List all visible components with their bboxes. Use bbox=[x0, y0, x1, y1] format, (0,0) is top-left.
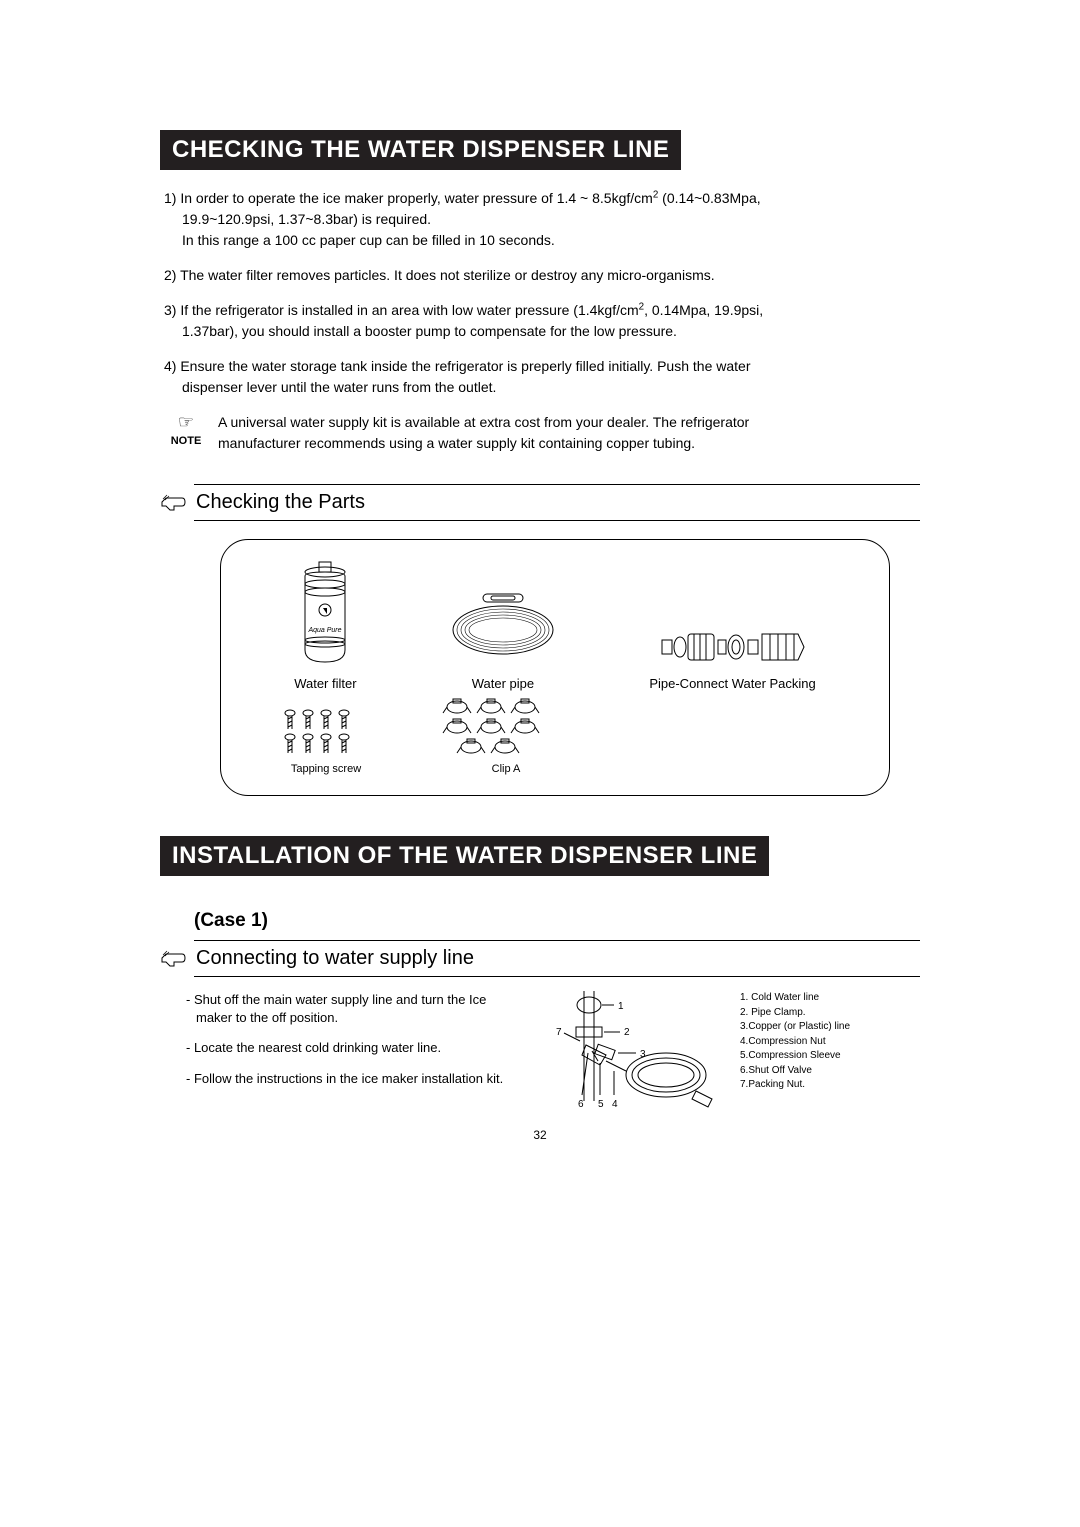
rule-bottom bbox=[194, 520, 920, 521]
dlabel-1: 1 bbox=[618, 1001, 624, 1012]
legend-4: 4.Compression Nut bbox=[740, 1035, 920, 1050]
label-water-pipe: Water pipe bbox=[472, 676, 534, 691]
p3-l1b: , 0.14Mpa, 19.9psi, bbox=[644, 302, 763, 318]
p2-num: 2) bbox=[164, 267, 176, 283]
part-tapping-screw: Tapping screw bbox=[281, 707, 371, 775]
water-pipe-icon bbox=[443, 590, 563, 670]
p4-num: 4) bbox=[164, 358, 176, 374]
p2-l1: The water filter removes particles. It d… bbox=[180, 267, 715, 283]
parts-row-2: Tapping screw Clip A bbox=[251, 697, 859, 775]
legend-6: 6.Shut Off Valve bbox=[740, 1064, 920, 1079]
label-tapping-screw: Tapping screw bbox=[291, 763, 361, 775]
subsection-title-row: Checking the Parts bbox=[160, 491, 920, 514]
bullet-3: - Follow the instructions in the ice mak… bbox=[180, 1070, 522, 1088]
rule-top-2 bbox=[194, 940, 920, 941]
dlabel-3: 3 bbox=[640, 1049, 646, 1060]
p1-l1: In order to operate the ice maker proper… bbox=[180, 190, 652, 206]
note-box: ☞ NOTE A universal water supply kit is a… bbox=[160, 412, 920, 454]
dlabel-7: 7 bbox=[556, 1027, 562, 1038]
p1-l3: In this range a 100 cc paper cup can be … bbox=[164, 230, 920, 251]
p3-num: 3) bbox=[164, 302, 176, 318]
label-clip-a: Clip A bbox=[492, 763, 521, 775]
paragraph-4: 4) Ensure the water storage tank inside … bbox=[160, 356, 920, 398]
p3-l2: 1.37bar), you should install a booster p… bbox=[164, 321, 920, 342]
clip-a-icon bbox=[441, 697, 571, 757]
label-water-filter: Water filter bbox=[294, 676, 356, 691]
dlabel-5: 5 bbox=[598, 1099, 604, 1110]
note-line1: A universal water supply kit is availabl… bbox=[218, 412, 749, 433]
part-packing: Pipe-Connect Water Packing bbox=[649, 624, 815, 691]
note-text: A universal water supply kit is availabl… bbox=[218, 412, 749, 454]
part-water-pipe: Water pipe bbox=[443, 590, 563, 691]
note-line2: manufacturer recommends using a water su… bbox=[218, 433, 749, 454]
dlabel-4: 4 bbox=[612, 1099, 618, 1110]
p4-l1: Ensure the water storage tank inside the… bbox=[180, 358, 750, 374]
case-columns: - Shut off the main water supply line an… bbox=[160, 991, 920, 1116]
dlabel-6: 6 bbox=[578, 1099, 584, 1110]
case-legend: 1. Cold Water line 2. Pipe Clamp. 3.Copp… bbox=[740, 991, 920, 1116]
dlabel-2: 2 bbox=[624, 1027, 630, 1038]
subsection-title-2: Connecting to water supply line bbox=[196, 947, 474, 970]
paragraph-1: 1) In order to operate the ice maker pro… bbox=[160, 188, 920, 251]
paragraph-3: 3) If the refrigerator is installed in a… bbox=[160, 300, 920, 342]
subsection-checking-parts: Checking the Parts bbox=[160, 484, 920, 521]
bullet-1: - Shut off the main water supply line an… bbox=[180, 991, 522, 1027]
connection-diagram-icon: 1 2 3 4 5 6 7 bbox=[536, 991, 726, 1111]
subsection-connecting: Connecting to water supply line bbox=[160, 940, 920, 977]
pointing-hand-icon bbox=[160, 948, 186, 970]
part-clip-a: Clip A bbox=[441, 697, 571, 775]
legend-3: 3.Copper (or Plastic) line bbox=[740, 1020, 920, 1035]
p4-l2: dispenser lever until the water runs fro… bbox=[164, 377, 920, 398]
p1-l1b: (0.14~0.83Mpa, bbox=[658, 190, 760, 206]
parts-diagram: Aqua Pure Water filter Water pipe bbox=[220, 539, 890, 796]
page-number: 32 bbox=[160, 1128, 920, 1142]
p1-num: 1) bbox=[164, 190, 176, 206]
water-filter-icon: Aqua Pure bbox=[295, 560, 355, 670]
paragraph-2: 2) The water filter removes particles. I… bbox=[160, 265, 920, 286]
legend-7: 7.Packing Nut. bbox=[740, 1078, 920, 1093]
legend-5: 5.Compression Sleeve bbox=[740, 1049, 920, 1064]
case-left-col: - Shut off the main water supply line an… bbox=[180, 991, 522, 1116]
case-heading: (Case 1) bbox=[194, 910, 920, 932]
p3-l1: If the refrigerator is installed in an a… bbox=[180, 302, 638, 318]
pointing-hand-icon bbox=[160, 492, 186, 514]
parts-row-1: Aqua Pure Water filter Water pipe bbox=[251, 560, 859, 691]
subsection-title-row-2: Connecting to water supply line bbox=[160, 947, 920, 970]
label-packing: Pipe-Connect Water Packing bbox=[649, 676, 815, 691]
tapping-screw-icon bbox=[281, 707, 371, 757]
rule-top bbox=[194, 484, 920, 485]
svg-text:Aqua Pure: Aqua Pure bbox=[308, 627, 342, 634]
pipe-connect-packing-icon bbox=[658, 624, 808, 670]
section-header-checking: CHECKING THE WATER DISPENSER LINE bbox=[160, 130, 681, 170]
note-label: NOTE bbox=[171, 435, 202, 447]
section-header-installation: INSTALLATION OF THE WATER DISPENSER LINE bbox=[160, 836, 769, 876]
subsection-title: Checking the Parts bbox=[196, 491, 365, 514]
note-hand-icon: ☞ bbox=[178, 412, 194, 433]
note-icon-column: ☞ NOTE bbox=[164, 412, 208, 447]
p1-l2: 19.9~120.9psi, 1.37~8.3bar) is required. bbox=[164, 209, 920, 230]
case-diagram: 1 2 3 4 5 6 7 bbox=[536, 991, 726, 1116]
legend-2: 2. Pipe Clamp. bbox=[740, 1006, 920, 1021]
bullet-2: - Locate the nearest cold drinking water… bbox=[180, 1039, 522, 1057]
rule-bottom-2 bbox=[194, 976, 920, 977]
legend-1: 1. Cold Water line bbox=[740, 991, 920, 1006]
part-water-filter: Aqua Pure Water filter bbox=[294, 560, 356, 691]
